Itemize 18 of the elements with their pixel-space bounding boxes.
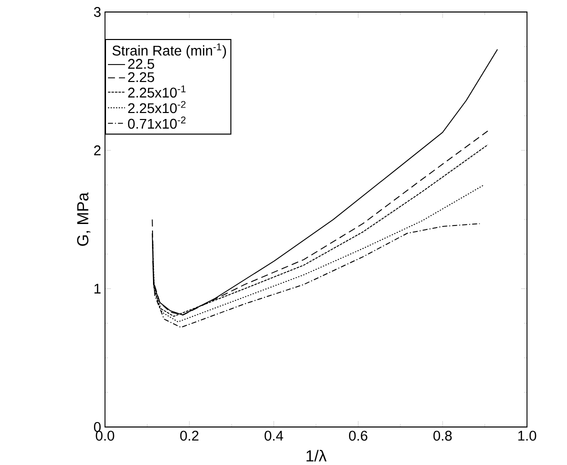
x-axis-title: 1/λ bbox=[306, 450, 327, 462]
legend-title: Strain Rate (min$^{-1}$) bbox=[112, 44, 226, 58]
y-tick-label: 0 bbox=[94, 422, 101, 432]
y-axis-title: G, MPa bbox=[77, 192, 90, 246]
legend-label: 22.5 bbox=[128, 58, 154, 69]
legend-label: 2.25x10$^{-2}$ bbox=[128, 101, 186, 114]
x-tick-label: 0.4 bbox=[264, 430, 284, 441]
legend-label: 2.25 bbox=[128, 72, 154, 82]
x-tick-label: 0.2 bbox=[180, 430, 198, 441]
y-tick-label: 1 bbox=[94, 284, 101, 294]
legend-label: 2.25x10$^{-1}$ bbox=[128, 86, 186, 98]
y-tick-label: 3 bbox=[94, 7, 101, 18]
x-tick-label: 1.0 bbox=[518, 430, 536, 441]
x-tick-label: 0.0 bbox=[96, 430, 114, 441]
x-tick-label: 0.8 bbox=[433, 430, 452, 441]
legend-label: 0.71x10$^{-2}$ bbox=[128, 116, 186, 129]
y-tick-label: 2 bbox=[94, 145, 101, 156]
x-tick-label: 0.6 bbox=[349, 430, 368, 441]
